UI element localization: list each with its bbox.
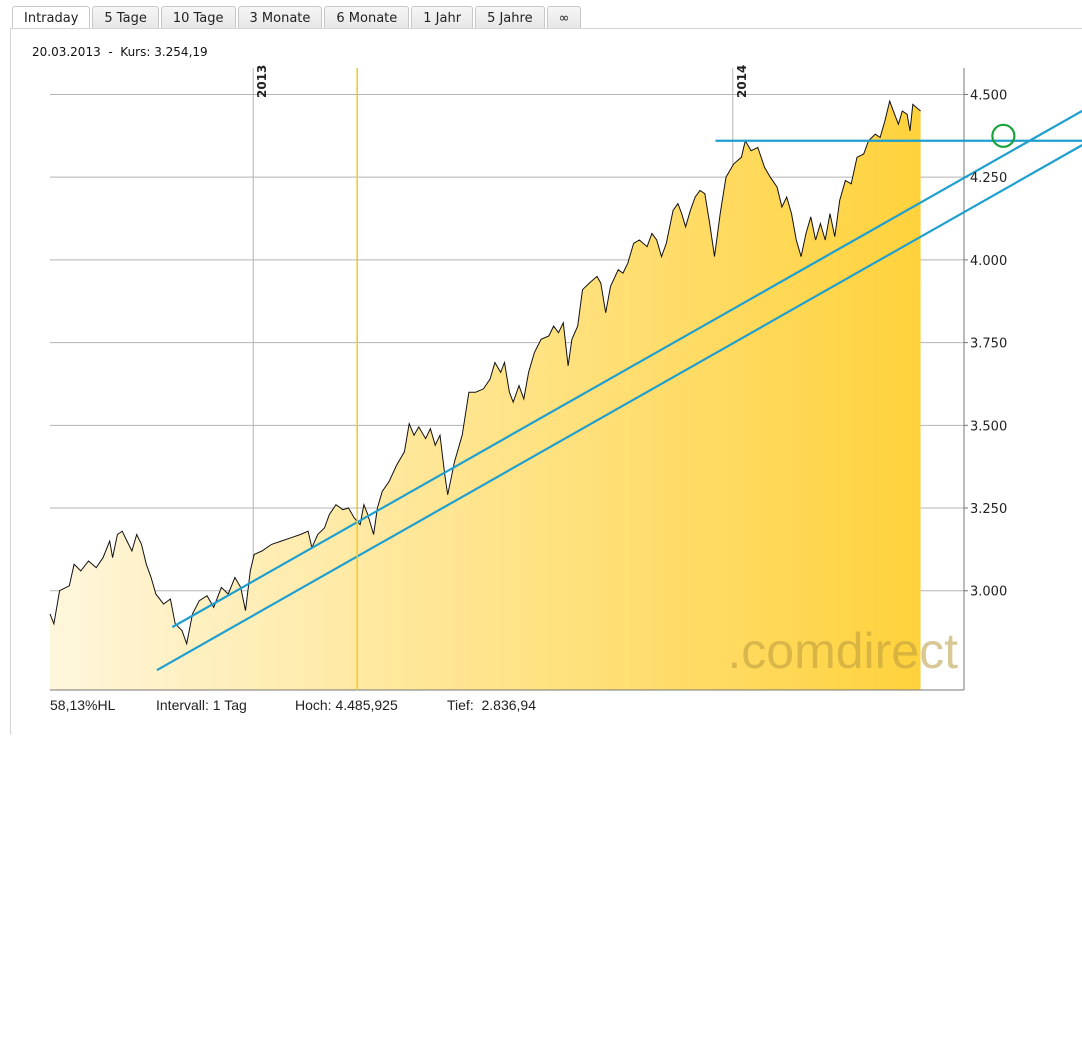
y-tick-label: 3.250 <box>970 502 1007 517</box>
footer-high: Hoch: 4.485,925 <box>295 697 398 713</box>
footer-hl-percent: 58,13%HL <box>50 697 116 713</box>
x-tick-label: 2013 <box>255 65 269 98</box>
trendline <box>171 109 1082 629</box>
tab-1-jahr[interactable]: 1 Jahr <box>411 6 474 29</box>
y-tick-label: 4.500 <box>970 88 1007 103</box>
range-tabs: Intraday 5 Tage 10 Tage 3 Monate 6 Monat… <box>12 6 583 29</box>
tab-5-tage[interactable]: 5 Tage <box>92 6 159 29</box>
tab-6-monate[interactable]: 6 Monate <box>324 6 410 29</box>
footer-low: Tief: 2.836,94 <box>447 697 536 713</box>
price-chart: .comdirect 3.000 3.250 3.500 3.750 4.000 4.25… <box>49 65 1082 691</box>
y-tick-label: 3.500 <box>970 419 1007 434</box>
y-tick-label: 4.000 <box>970 254 1007 269</box>
y-tick-label: 4.250 <box>970 171 1007 186</box>
tabs-divider <box>10 28 1082 29</box>
tab-5-jahre[interactable]: 5 Jahre <box>475 6 545 29</box>
y-tick-label: 3.000 <box>970 585 1007 600</box>
tab-10-tage[interactable]: 10 Tage <box>160 6 236 29</box>
y-tick-label: 3.750 <box>970 337 1007 352</box>
quote-readout: 20.03.2013 - Kurs: 3.254,19 <box>32 45 208 59</box>
tab-3-monate[interactable]: 3 Monate <box>237 6 323 29</box>
tab-infinite[interactable]: ∞ <box>546 6 582 29</box>
tab-intraday[interactable]: Intraday <box>12 6 91 29</box>
panel-border <box>10 28 11 735</box>
x-tick-label: 2014 <box>735 65 749 98</box>
breakout-circle <box>991 123 1016 148</box>
footer-interval: Intervall: 1 Tag <box>156 697 247 713</box>
price-area <box>50 101 921 691</box>
price-line <box>49 99 921 646</box>
trendline <box>156 143 1082 672</box>
comdirect-watermark: .comdirect <box>727 623 958 679</box>
